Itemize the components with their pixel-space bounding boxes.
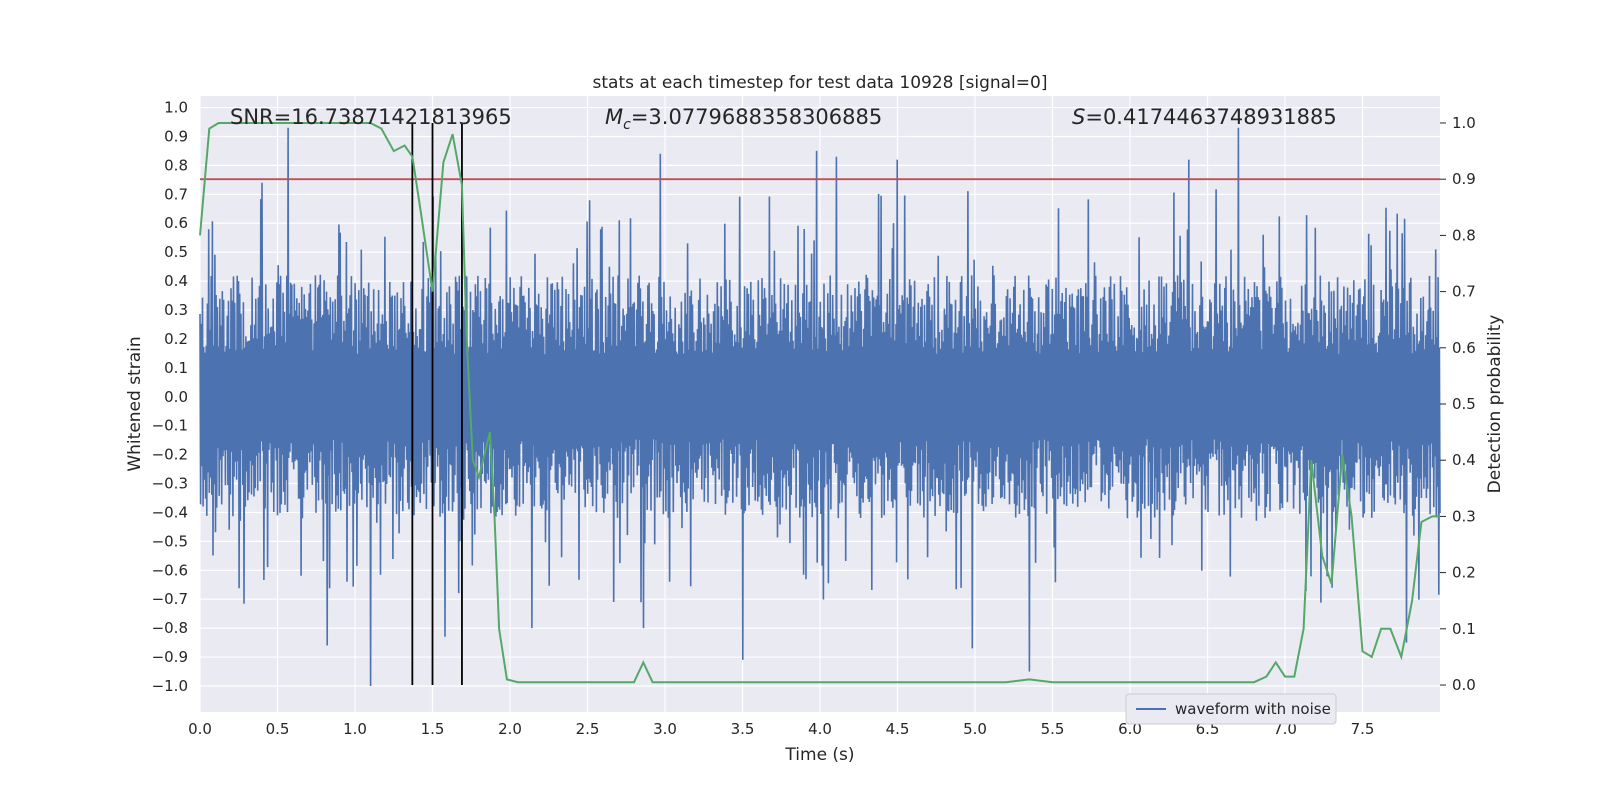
y-right-tick-label: 0.8 [1452, 226, 1476, 244]
y-right-tick-label: 0.6 [1452, 339, 1476, 357]
x-tick-label: 3.5 [731, 720, 755, 738]
y-left-tick-label: −0.6 [152, 561, 188, 579]
x-axis-label: Time (s) [784, 745, 854, 765]
x-tick-label: 0.5 [266, 720, 290, 738]
y-left-tick-label: 0.9 [164, 127, 188, 145]
s-annotation: S=0.4174463748931885 [1072, 105, 1337, 129]
x-tick-label: 4.0 [808, 720, 832, 738]
y-left-tick-label: 0.1 [164, 359, 188, 377]
x-tick-label: 0.0 [188, 720, 212, 738]
y-left-tick-label: −0.9 [152, 648, 188, 666]
y-left-tick-label: 1.0 [164, 99, 188, 117]
y-left-tick-label: −0.7 [152, 590, 188, 608]
chirp-mass-value: =3.0779688358306885 [631, 105, 882, 129]
strain-line [199, 127, 1441, 687]
x-tick-label: 4.5 [886, 720, 910, 738]
probability-series [199, 122, 1440, 684]
x-tick-label: 1.5 [421, 720, 445, 738]
legend-entry: waveform with noise [1175, 700, 1331, 718]
x-tick-label: 7.5 [1351, 720, 1375, 738]
y-left-tick-label: 0.5 [164, 243, 188, 261]
x-tick-label: 5.5 [1041, 720, 1065, 738]
y-left-tick-label: 0.7 [164, 185, 188, 203]
chart-title: stats at each timestep for test data 109… [593, 73, 1048, 93]
y-left-tick-label: −0.1 [152, 417, 188, 435]
y-axis-label-left: Whitened strain [125, 336, 145, 471]
legend: waveform with noise [1125, 693, 1337, 725]
y-left-tick-label: 0.8 [164, 156, 188, 174]
y-left-tick-labels: −1.0 −0.9 −0.8 −0.7 −0.6 −0.5 −0.4 −0.3 −0.2 −0.1… [152, 99, 188, 695]
y-left-tick-label: −0.3 [152, 475, 188, 493]
chirp-mass-subscript: c [623, 117, 631, 133]
snr-annotation: SNR=16.73871421813965 [230, 105, 512, 129]
y-right-tick-label: 1.0 [1452, 114, 1476, 132]
y-right-tick-label: 0.7 [1452, 283, 1476, 301]
y-left-tick-label: 0.3 [164, 301, 188, 319]
chirp-mass-annotation: Mc=3.0779688358306885 [605, 105, 882, 133]
y-right-tick-label: 0.9 [1452, 170, 1476, 188]
y-right-tick-label: 0.2 [1452, 564, 1476, 582]
s-value: =0.4174463748931885 [1085, 105, 1336, 129]
y-right-tick-label: 0.1 [1452, 620, 1476, 638]
y-left-tick-label: 0.4 [164, 272, 188, 290]
x-tick-label: 3.0 [653, 720, 677, 738]
x-tick-label: 2.0 [498, 720, 522, 738]
y-left-tick-label: −0.5 [152, 532, 188, 550]
chirp-mass-symbol: M [605, 105, 623, 129]
y-right-tick-label: 0.5 [1452, 395, 1476, 413]
x-tick-label: 5.0 [963, 720, 987, 738]
y-left-tick-label: −0.2 [152, 446, 188, 464]
y-right-tick-labels: 0.0 0.1 0.2 0.3 0.4 0.5 0.6 0.7 0.8 0.9 1.0 [1440, 114, 1476, 694]
y-left-tick-label: 0.6 [164, 214, 188, 232]
y-right-tick-label: 0.4 [1452, 451, 1476, 469]
legend-box [1125, 693, 1337, 725]
y-left-tick-label: −1.0 [152, 677, 188, 695]
y-axis-label-right: Detection probability [1485, 315, 1505, 494]
strain-series [199, 127, 1441, 687]
probability-line [199, 122, 1440, 684]
y-left-tick-label: 0.0 [164, 388, 188, 406]
y-right-tick-label: 0.0 [1452, 676, 1476, 694]
y-left-tick-label: −0.8 [152, 619, 188, 637]
y-right-tick-label: 0.3 [1452, 507, 1476, 525]
x-tick-label: 2.5 [576, 720, 600, 738]
s-symbol: S [1072, 105, 1085, 129]
y-left-tick-label: 0.2 [164, 330, 188, 348]
y-left-tick-label: −0.4 [152, 503, 188, 521]
x-tick-label: 1.0 [343, 720, 367, 738]
